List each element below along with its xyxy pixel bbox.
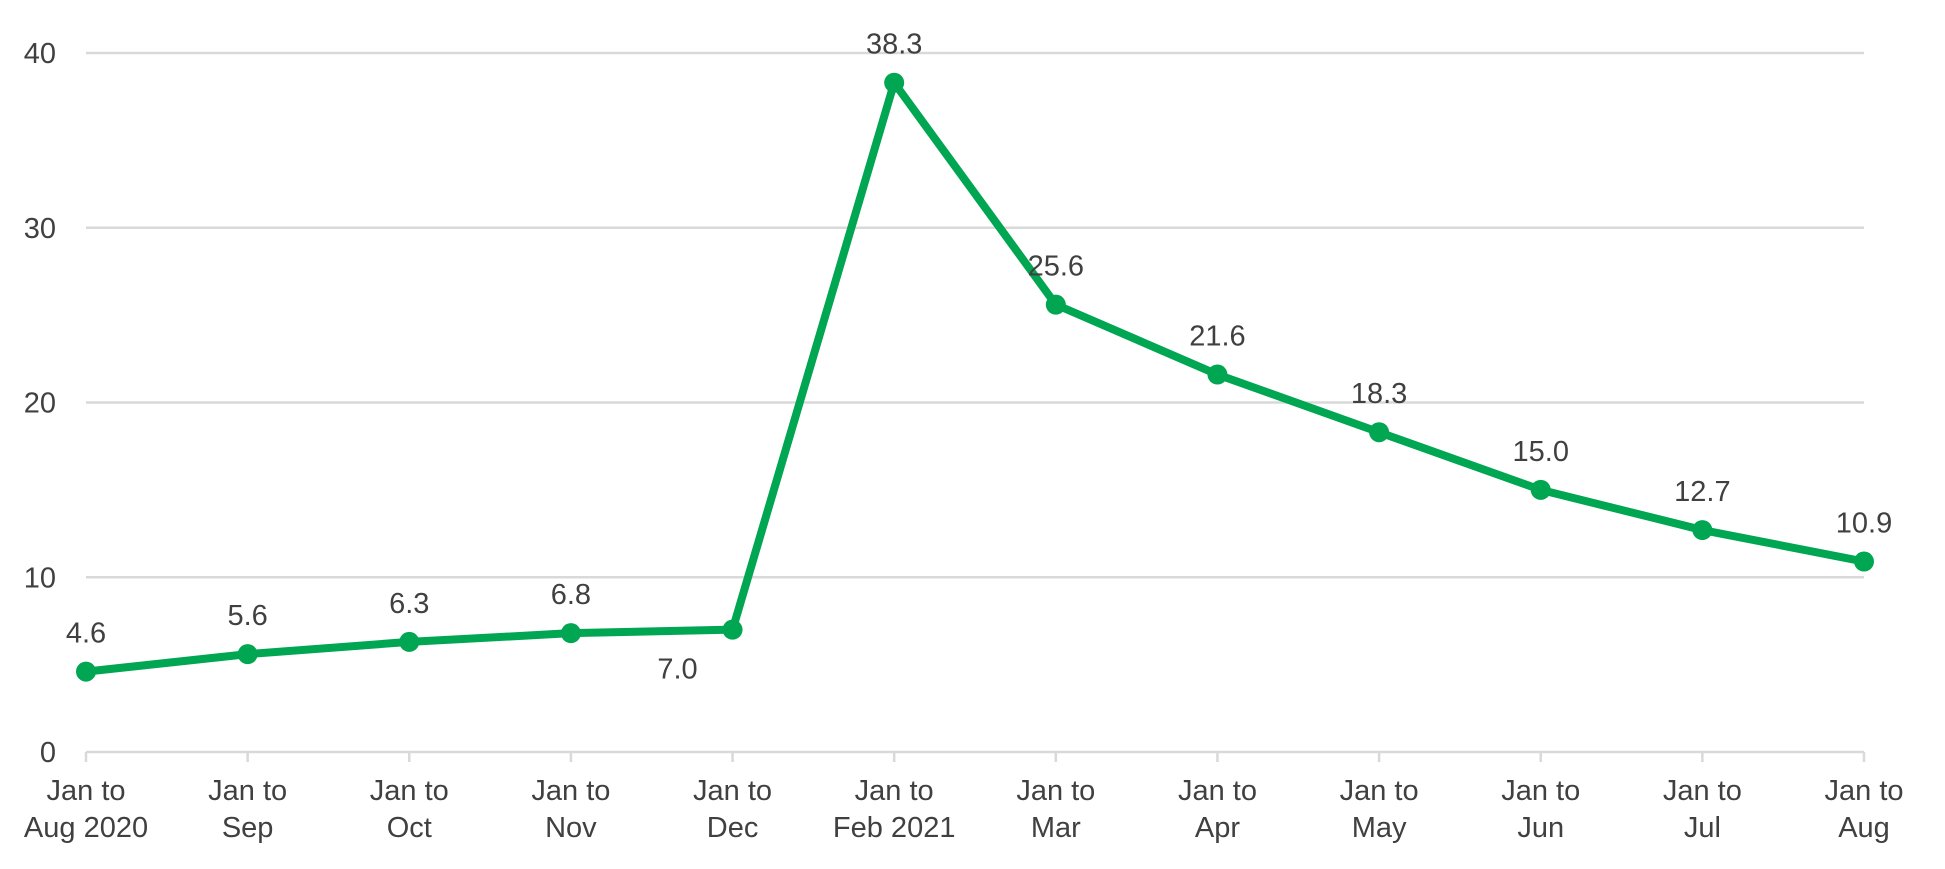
x-tick-label: Jan to Jun: [1501, 775, 1580, 844]
series-group: [76, 72, 1874, 682]
data-label: 25.6: [1028, 251, 1084, 283]
series-line: [82, 78, 1868, 676]
y-tick-label: 20: [24, 388, 56, 420]
data-label: 15.0: [1513, 436, 1569, 468]
x-tick-label: Jan to Mar: [1016, 775, 1095, 844]
data-point: [399, 631, 420, 652]
data-label: 4.6: [66, 618, 106, 650]
x-tick-label: Jan to Oct: [370, 775, 449, 844]
data-point: [1854, 551, 1874, 572]
data-label: 10.9: [1836, 508, 1892, 540]
data-labels: 4.6 5.6 6.3 6.8 7.0 38.3 25.6 21.6 18.3 15.0 12.7 1…: [66, 29, 1892, 686]
data-label: 38.3: [866, 29, 922, 61]
data-point: [722, 619, 743, 640]
data-point: [1207, 364, 1228, 385]
data-point: [1692, 520, 1713, 541]
gridlines: [86, 51, 1864, 579]
x-tick-label: Jan to Nov: [531, 775, 610, 844]
y-tick-label: 10: [24, 562, 56, 594]
y-axis: 0 10 20 30 40: [24, 38, 56, 769]
x-tick-label: Jan to Sep: [208, 775, 287, 844]
y-tick-label: 40: [24, 38, 56, 70]
data-point: [1045, 294, 1066, 315]
data-label: 6.8: [551, 579, 591, 611]
x-tick-label: Jan to May: [1340, 775, 1419, 844]
x-tick-label: Jan to Dec: [693, 775, 772, 844]
data-point: [1369, 422, 1390, 443]
data-point: [1530, 479, 1551, 500]
data-label: 21.6: [1189, 321, 1245, 353]
y-tick-label: 0: [40, 737, 56, 769]
data-label: 7.0: [657, 654, 697, 686]
x-tick-label: Jan to Aug: [1825, 775, 1904, 844]
x-tick-label: Jan to Jul: [1663, 775, 1742, 844]
y-tick-label: 30: [24, 213, 56, 245]
data-point: [237, 644, 258, 665]
data-point: [884, 72, 905, 93]
x-axis: Jan to Aug 2020 Jan to Sep Jan to Oct Jan to No…: [24, 750, 1904, 844]
data-label: 18.3: [1351, 378, 1407, 410]
x-tick-label: Jan to Feb 2021: [833, 775, 956, 844]
x-tick-label: Jan to Apr: [1178, 775, 1257, 844]
x-tick-label: Jan to Aug 2020: [24, 775, 148, 844]
data-point: [76, 661, 96, 682]
data-label: 12.7: [1674, 476, 1730, 508]
data-point: [560, 623, 581, 644]
data-label: 5.6: [227, 600, 267, 632]
data-label: 6.3: [389, 588, 429, 620]
